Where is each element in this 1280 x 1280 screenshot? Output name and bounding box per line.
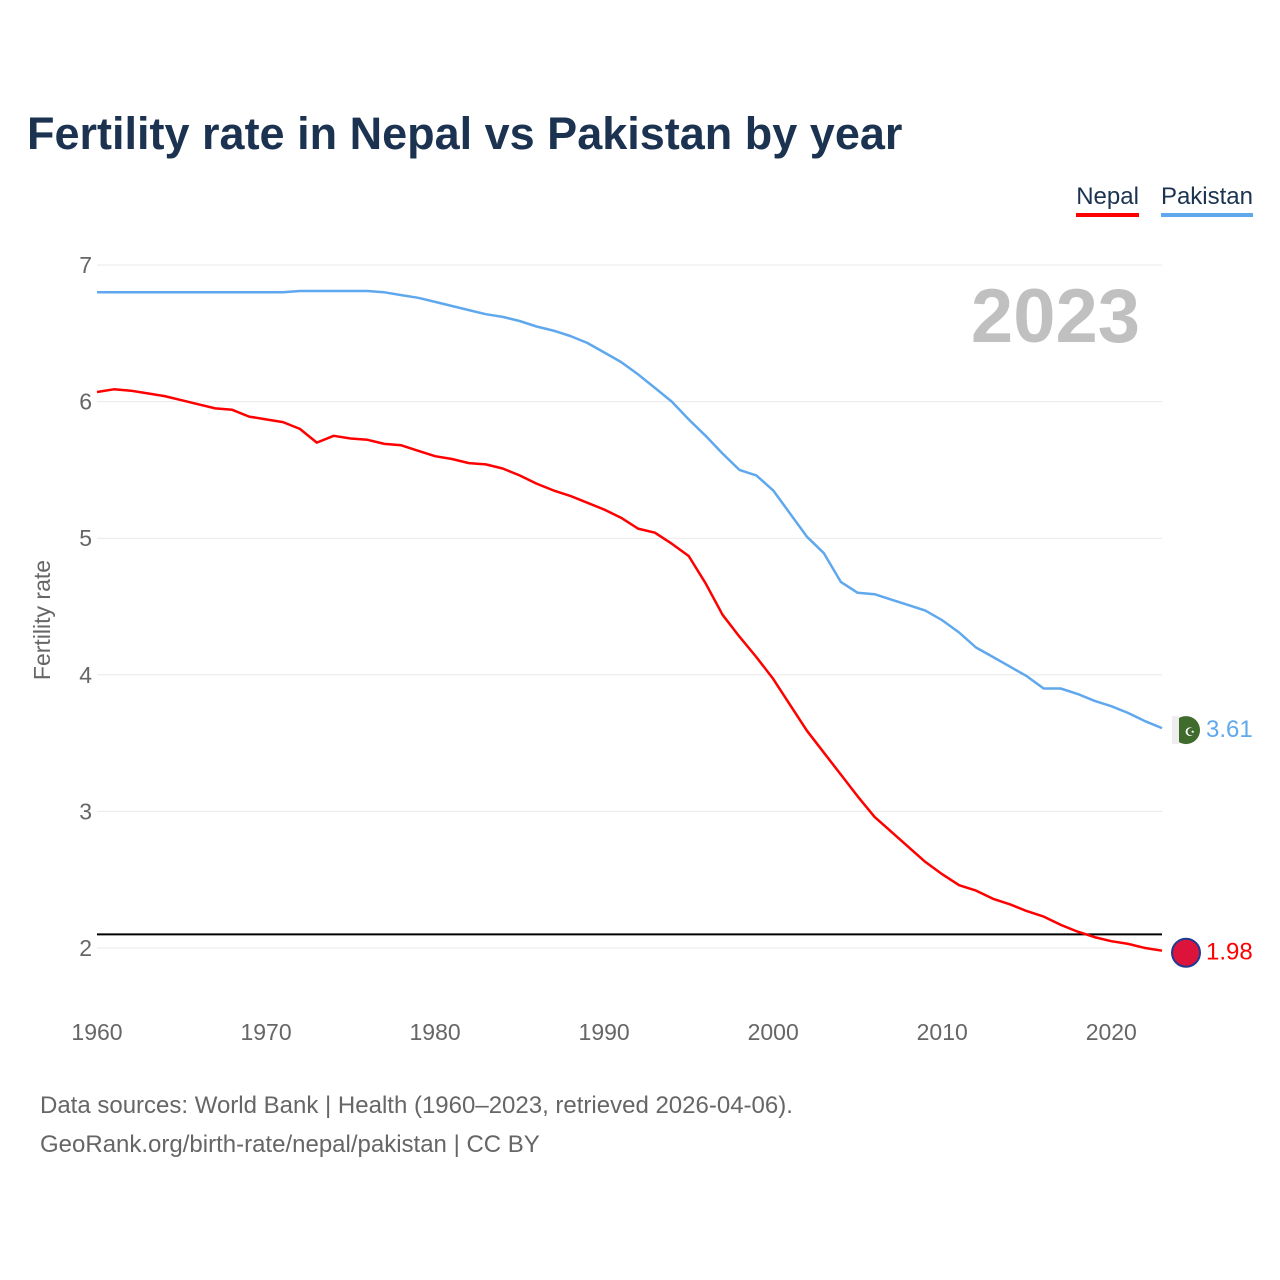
series-line-nepal [96,388,1163,952]
series-line-pakistan [97,289,1163,730]
x-tick-label: 2000 [748,1019,799,1045]
x-tick-label: 2020 [1086,1019,1137,1045]
legend-pakistan[interactable]: Pakistan [1160,183,1253,217]
year-label: 2023 [971,274,1140,359]
y-tick-label: 7 [79,252,92,278]
x-tick-label: 1960 [71,1019,122,1045]
x-tick-label: 1970 [240,1019,291,1045]
x-tick-label: 1980 [410,1019,461,1045]
legend-nepal[interactable]: Nepal [1076,183,1139,217]
footer: Data sources: World Bank | Health (1960–… [40,1086,793,1164]
y-axis-label: Fertility rate [29,560,55,680]
y-tick-label: 6 [79,389,92,415]
x-tick-label: 2010 [917,1019,968,1045]
data-source: Data sources: World Bank | Health (1960–… [40,1092,793,1119]
x-tick-label: 1990 [579,1019,630,1045]
end-value-label-pakistan: 3.61 [1206,716,1253,743]
end-value-label-nepal: 1.98 [1206,939,1253,966]
nepal-flag-icon [1171,937,1201,968]
y-tick-label: 2 [79,935,92,961]
legend: Nepal Pakistan [1076,183,1253,217]
crescent-icon: ☪ [1185,725,1196,739]
pakistan-flag-stripe [1172,716,1179,745]
chart-title: Fertility rate in Nepal vs Pakistan by y… [27,108,903,159]
y-tick-label: 4 [79,662,92,688]
y-tick-label: 3 [79,798,92,824]
source-link[interactable]: GeoRank.org/birth-rate/nepal/pakistan | … [40,1131,540,1158]
y-tick-label: 5 [79,525,92,551]
